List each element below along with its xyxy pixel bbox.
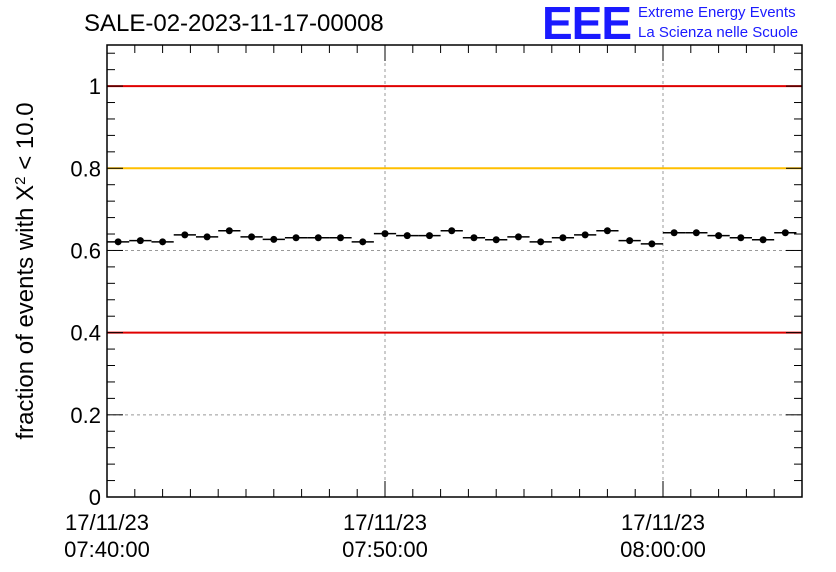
chart-title: SALE-02-2023-11-17-00008: [84, 10, 384, 37]
data-marker: [425, 232, 433, 240]
data-marker: [359, 238, 367, 246]
data-marker: [448, 227, 456, 235]
x-tick-label-date: 17/11/23: [621, 510, 705, 535]
data-point: [307, 234, 330, 242]
data-point: [574, 231, 597, 239]
data-point: [729, 234, 752, 242]
y-tick-label: 1: [89, 74, 101, 99]
data-point: [329, 234, 352, 242]
data-marker: [470, 234, 478, 242]
x-tick-label-time: 08:00:00: [620, 537, 706, 562]
data-point: [240, 233, 263, 241]
data-marker: [292, 234, 300, 242]
data-point: [151, 238, 174, 246]
y-tick-label: 0.4: [70, 321, 101, 346]
logo-text-line-2: La Scienza nelle Scuole: [638, 24, 799, 41]
x-tick-label-time: 07:40:00: [64, 537, 150, 562]
data-marker: [692, 229, 700, 237]
data-marker: [248, 233, 256, 241]
data-marker: [181, 231, 189, 239]
data-marker: [759, 236, 767, 244]
data-marker: [381, 230, 389, 238]
data-marker: [670, 229, 678, 237]
data-marker: [781, 229, 789, 237]
data-point: [418, 232, 441, 240]
data-marker: [737, 234, 745, 242]
x-tick-label-time: 07:50:00: [342, 537, 428, 562]
data-point: [262, 235, 285, 243]
data-point: [173, 231, 196, 239]
data-point: [663, 229, 686, 237]
data-point: [351, 238, 374, 246]
data-marker: [225, 227, 233, 235]
data-marker: [159, 238, 167, 246]
y-axis-label: fraction of events with X2 < 10.0: [12, 102, 40, 439]
data-point: [218, 227, 241, 235]
data-marker: [403, 232, 411, 240]
data-point: [685, 229, 708, 237]
data-point: [596, 227, 619, 235]
data-marker: [270, 235, 278, 243]
x-tick-label-date: 17/11/23: [65, 510, 149, 535]
data-marker: [314, 234, 322, 242]
x-tick-label-date: 17/11/23: [343, 510, 427, 535]
data-point: [107, 238, 130, 246]
data-marker: [603, 227, 611, 235]
data-marker: [136, 237, 144, 245]
data-marker: [492, 236, 500, 244]
data-point: [774, 229, 797, 237]
y-tick-label: 0.6: [70, 238, 101, 263]
data-point: [284, 234, 308, 242]
data-marker: [626, 237, 634, 245]
data-marker: [537, 238, 545, 246]
y-tick-label: 0.2: [70, 403, 101, 428]
plot-frame: [106, 44, 803, 498]
eee-logo-mark: EEE: [542, 0, 632, 49]
data-marker: [559, 234, 567, 242]
data-point: [618, 237, 641, 245]
data-point: [373, 230, 397, 238]
data-marker: [114, 238, 122, 246]
data-point: [707, 232, 730, 240]
y-tick-label: 0: [89, 485, 101, 510]
data-point: [396, 232, 419, 240]
data-point: [195, 233, 219, 241]
data-point: [640, 240, 663, 248]
data-point: [129, 237, 152, 245]
data-marker: [514, 233, 522, 241]
data-point: [529, 238, 552, 246]
data-point: [462, 234, 486, 242]
data-marker: [203, 233, 211, 241]
data-point: [751, 236, 775, 244]
data-marker: [715, 232, 723, 240]
data-marker: [648, 240, 656, 248]
data-point: [507, 233, 530, 241]
data-marker: [581, 231, 589, 239]
data-point: [440, 227, 463, 235]
data-marker: [337, 234, 345, 242]
logo-text-line-1: Extreme Energy Events: [638, 4, 796, 21]
data-point: [485, 236, 508, 244]
y-tick-label: 0.8: [70, 156, 101, 181]
data-point: [551, 234, 575, 242]
